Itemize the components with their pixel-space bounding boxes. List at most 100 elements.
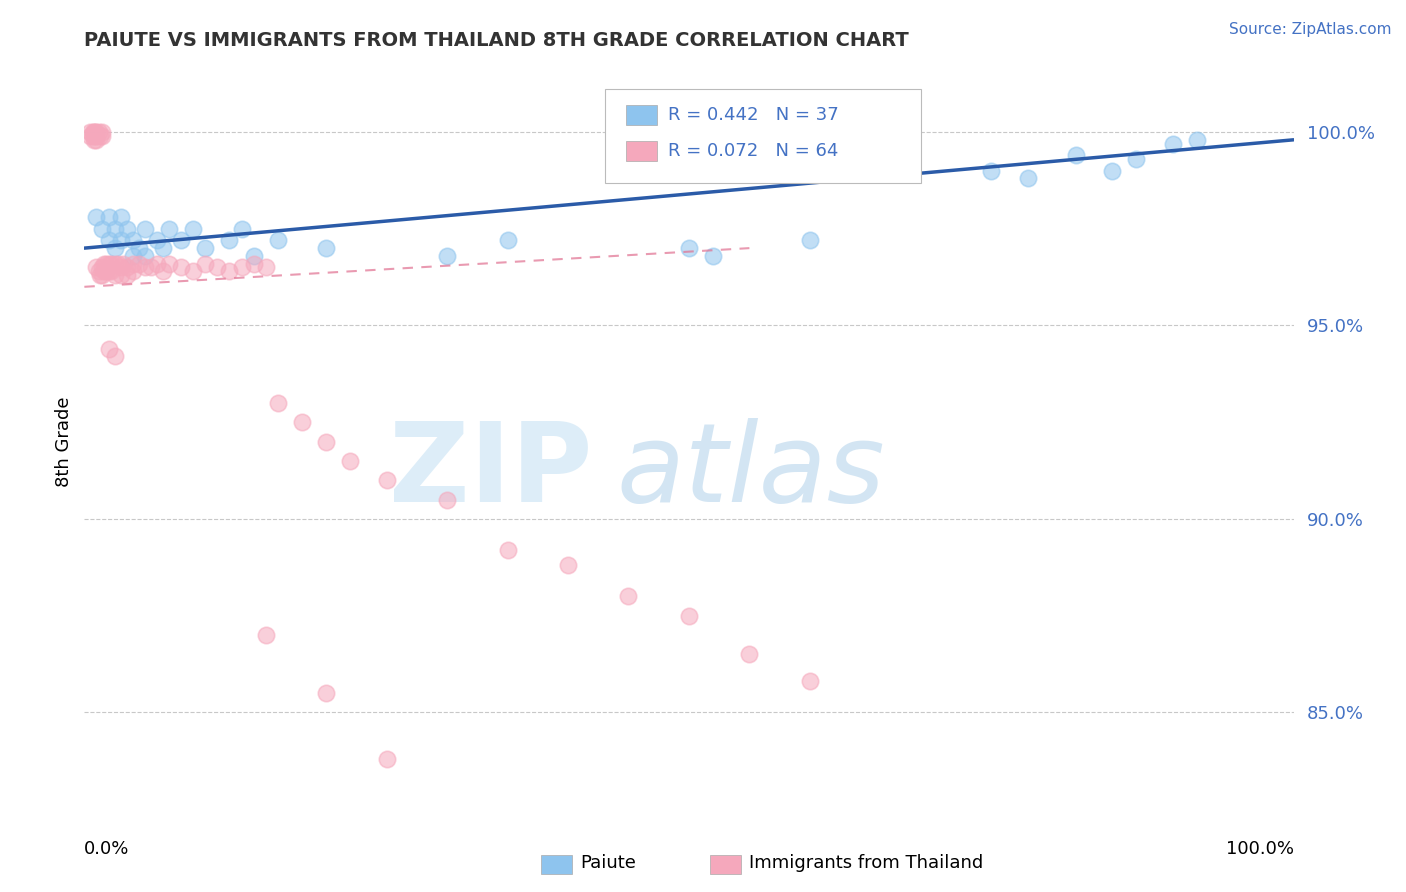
Point bbox=[375, 473, 398, 487]
Point bbox=[315, 686, 337, 700]
Point bbox=[86, 128, 108, 143]
Y-axis label: 8th Grade: 8th Grade bbox=[55, 396, 73, 487]
Point bbox=[91, 260, 114, 275]
Point bbox=[115, 221, 138, 235]
Text: R = 0.442   N = 37: R = 0.442 N = 37 bbox=[668, 106, 838, 124]
Point bbox=[339, 454, 361, 468]
Point bbox=[242, 249, 264, 263]
Text: R = 0.072   N = 64: R = 0.072 N = 64 bbox=[668, 142, 838, 160]
Point bbox=[89, 128, 111, 143]
Point bbox=[557, 558, 579, 573]
Point bbox=[231, 221, 253, 235]
Point bbox=[254, 628, 277, 642]
Point bbox=[94, 257, 117, 271]
Point bbox=[97, 264, 120, 278]
Point bbox=[104, 350, 127, 364]
Point bbox=[170, 233, 193, 247]
Point bbox=[110, 233, 132, 247]
Point bbox=[86, 260, 108, 275]
Point bbox=[181, 264, 204, 278]
Point bbox=[267, 396, 290, 410]
Point bbox=[678, 241, 700, 255]
Point bbox=[242, 257, 264, 271]
Point bbox=[315, 241, 337, 255]
Text: Source: ZipAtlas.com: Source: ZipAtlas.com bbox=[1229, 22, 1392, 37]
Point bbox=[231, 260, 253, 275]
Point bbox=[82, 128, 104, 143]
Point bbox=[107, 257, 129, 271]
Point bbox=[97, 342, 120, 356]
Point bbox=[799, 674, 821, 689]
Point bbox=[1185, 133, 1208, 147]
Point bbox=[121, 257, 143, 271]
Point bbox=[315, 434, 337, 449]
Point bbox=[291, 415, 314, 429]
Point bbox=[218, 264, 240, 278]
Point bbox=[110, 260, 132, 275]
Point bbox=[678, 608, 700, 623]
Point bbox=[738, 648, 761, 662]
Point bbox=[157, 221, 180, 235]
Point bbox=[496, 542, 519, 557]
Point bbox=[79, 125, 101, 139]
Point bbox=[134, 260, 156, 275]
Point bbox=[86, 133, 108, 147]
Text: 100.0%: 100.0% bbox=[1226, 840, 1294, 858]
Point bbox=[375, 752, 398, 766]
Point bbox=[218, 233, 240, 247]
Point bbox=[496, 233, 519, 247]
Point bbox=[121, 233, 143, 247]
Point bbox=[93, 257, 115, 271]
Point bbox=[87, 125, 110, 139]
Point bbox=[91, 128, 114, 143]
Text: Paiute: Paiute bbox=[581, 855, 637, 872]
Point bbox=[980, 163, 1002, 178]
Point bbox=[1064, 148, 1087, 162]
Point bbox=[112, 257, 135, 271]
Point bbox=[146, 233, 169, 247]
Point bbox=[121, 264, 143, 278]
Point bbox=[115, 260, 138, 275]
Text: PAIUTE VS IMMIGRANTS FROM THAILAND 8TH GRADE CORRELATION CHART: PAIUTE VS IMMIGRANTS FROM THAILAND 8TH G… bbox=[84, 31, 910, 50]
Point bbox=[436, 249, 458, 263]
Point bbox=[79, 128, 101, 143]
Point bbox=[104, 268, 127, 283]
Point bbox=[82, 125, 104, 139]
Point bbox=[110, 268, 132, 283]
Point bbox=[100, 264, 122, 278]
Point bbox=[121, 249, 143, 263]
Point bbox=[267, 233, 290, 247]
Point bbox=[86, 210, 108, 224]
Point bbox=[115, 268, 138, 283]
Point bbox=[83, 125, 105, 139]
Point bbox=[702, 249, 724, 263]
Point bbox=[93, 264, 115, 278]
Point bbox=[110, 210, 132, 224]
Point bbox=[91, 125, 114, 139]
Point bbox=[254, 260, 277, 275]
Point bbox=[100, 257, 122, 271]
Point bbox=[128, 241, 150, 255]
Point bbox=[104, 221, 127, 235]
Point bbox=[1101, 163, 1123, 178]
Point bbox=[157, 257, 180, 271]
Point bbox=[617, 589, 640, 603]
Point bbox=[1161, 136, 1184, 151]
Point bbox=[181, 221, 204, 235]
Point bbox=[87, 264, 110, 278]
Point bbox=[86, 125, 108, 139]
Point bbox=[799, 233, 821, 247]
Point bbox=[104, 241, 127, 255]
Point bbox=[1017, 171, 1039, 186]
Point bbox=[104, 257, 127, 271]
Point bbox=[1125, 152, 1147, 166]
Point bbox=[152, 264, 174, 278]
Point bbox=[194, 257, 217, 271]
Point bbox=[139, 260, 162, 275]
Point bbox=[170, 260, 193, 275]
Point bbox=[97, 257, 120, 271]
Point bbox=[152, 241, 174, 255]
Point bbox=[134, 249, 156, 263]
Text: atlas: atlas bbox=[616, 418, 884, 525]
Point bbox=[436, 492, 458, 507]
